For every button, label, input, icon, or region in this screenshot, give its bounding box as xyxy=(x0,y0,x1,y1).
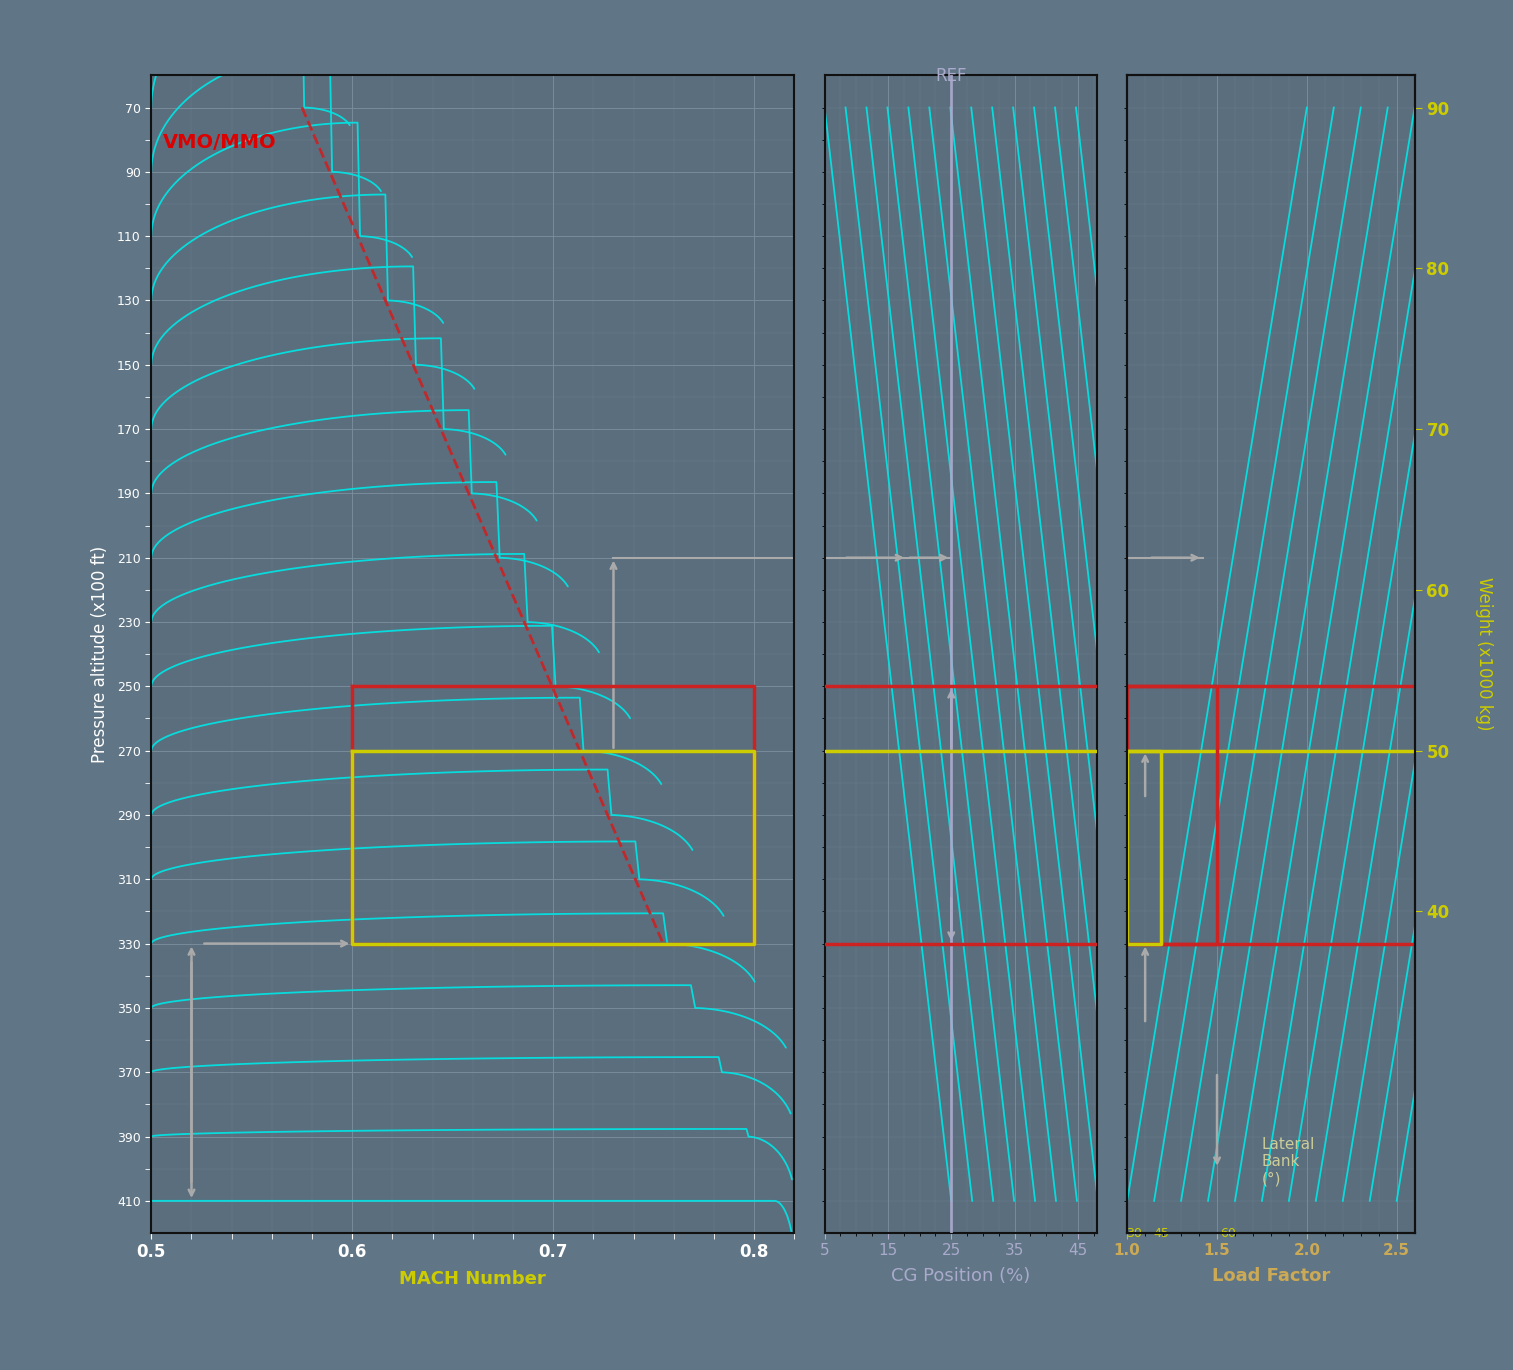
Text: REF: REF xyxy=(935,67,967,85)
Text: Lateral
Bank
(°): Lateral Bank (°) xyxy=(1262,1137,1315,1186)
X-axis label: Load Factor: Load Factor xyxy=(1212,1267,1330,1285)
X-axis label: CG Position (%): CG Position (%) xyxy=(891,1267,1030,1285)
Y-axis label: Weight (x1000 kg): Weight (x1000 kg) xyxy=(1475,577,1493,732)
Text: 60: 60 xyxy=(1219,1226,1236,1240)
Y-axis label: Pressure altitude (x100 ft): Pressure altitude (x100 ft) xyxy=(91,545,109,763)
Text: 30: 30 xyxy=(1127,1226,1142,1240)
Text: 45: 45 xyxy=(1153,1226,1170,1240)
X-axis label: MACH Number: MACH Number xyxy=(399,1270,546,1288)
Text: VMO/MMO: VMO/MMO xyxy=(163,133,277,152)
